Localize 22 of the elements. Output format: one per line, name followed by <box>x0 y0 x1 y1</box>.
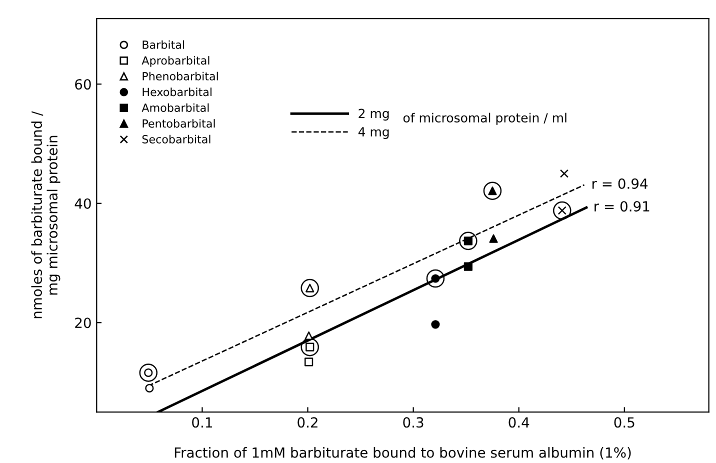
y-tick-label: 40 <box>74 198 91 209</box>
annotation: r = 0.94 <box>592 178 648 189</box>
legend-label: Pentobarbital <box>142 119 215 128</box>
legend-label: 4 mg <box>358 127 389 139</box>
x-tick-label: 0.5 <box>614 417 634 428</box>
legend-label: Amobarbital <box>142 103 209 112</box>
y-tick-label: 20 <box>75 318 91 328</box>
legend-label: Barbital <box>142 40 184 49</box>
legend-label: Aprobarbital <box>142 56 210 67</box>
y-tick-label: 60 <box>75 79 91 90</box>
x-tick-label: 0.3 <box>403 417 424 428</box>
x-tick-label: 0.4 <box>508 417 530 428</box>
x-tick-label: 0.2 <box>298 417 318 428</box>
legend-label: 2 mg <box>358 108 389 121</box>
annotation: of microsomal protein / ml <box>403 112 566 125</box>
legend-label: Hexobarbital <box>142 88 212 96</box>
x-axis-title: Fraction of 1mM barbiturate bound to bovine serum albumin (1%) <box>174 447 631 460</box>
legend-label: Secobarbital <box>142 134 210 144</box>
y-axis-title: nmoles of barbiturate bound / mg microsomal protein <box>31 111 60 318</box>
annotation: r = 0.91 <box>594 201 650 212</box>
x-tick-label: 0.1 <box>192 417 212 428</box>
legend-label: Phenobarbital <box>142 72 218 80</box>
